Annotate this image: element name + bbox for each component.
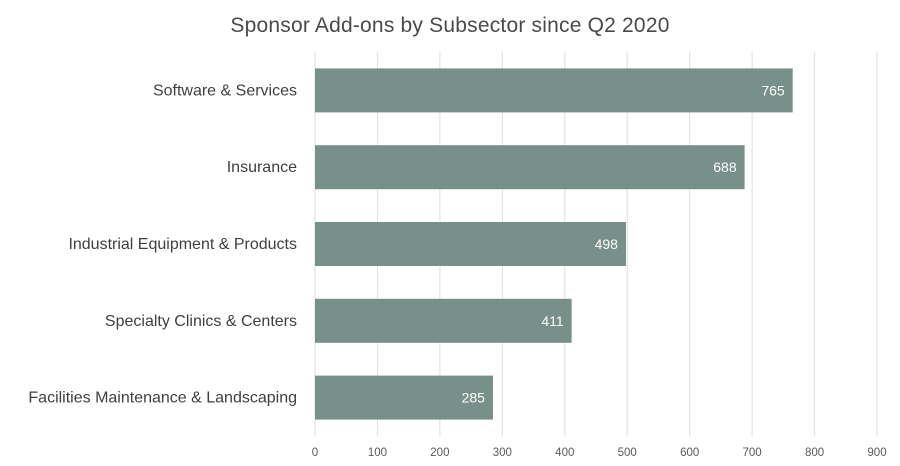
category-label: Specialty Clinics & Centers bbox=[105, 313, 297, 330]
x-tick-label: 200 bbox=[430, 447, 449, 459]
category-label: Facilities Maintenance & Landscaping bbox=[28, 390, 297, 407]
bar bbox=[315, 298, 572, 343]
bar-value-label: 498 bbox=[595, 236, 619, 252]
x-tick-label: 800 bbox=[805, 447, 824, 459]
x-tick-label: 300 bbox=[493, 447, 512, 459]
x-axis-ticks: 0 100 200 300 400 500 600 700 800 900 bbox=[312, 447, 887, 459]
category-label: Insurance bbox=[227, 159, 297, 176]
x-tick-label: 500 bbox=[618, 447, 637, 459]
chart-title: Sponsor Add-ons by Subsector since Q2 20… bbox=[230, 14, 669, 37]
x-tick-label: 700 bbox=[743, 447, 762, 459]
bar bbox=[315, 68, 793, 113]
x-tick-label: 400 bbox=[555, 447, 574, 459]
bars: 765 688 498 411 285 bbox=[315, 68, 793, 420]
bar-value-label: 285 bbox=[462, 390, 486, 406]
x-tick-label: 900 bbox=[867, 447, 886, 459]
category-label: Software & Services bbox=[153, 82, 297, 99]
x-tick-label: 0 bbox=[312, 447, 318, 459]
category-labels: Software & Services Insurance Industrial E… bbox=[28, 82, 297, 406]
x-tick-label: 100 bbox=[368, 447, 387, 459]
bar-value-label: 688 bbox=[713, 159, 737, 175]
bar bbox=[315, 145, 745, 190]
bar bbox=[315, 222, 626, 266]
bar bbox=[315, 375, 493, 420]
bar-value-label: 765 bbox=[761, 82, 785, 98]
category-label: Industrial Equipment & Products bbox=[68, 236, 297, 253]
x-tick-label: 600 bbox=[680, 447, 699, 459]
bar-value-label: 411 bbox=[541, 313, 564, 329]
